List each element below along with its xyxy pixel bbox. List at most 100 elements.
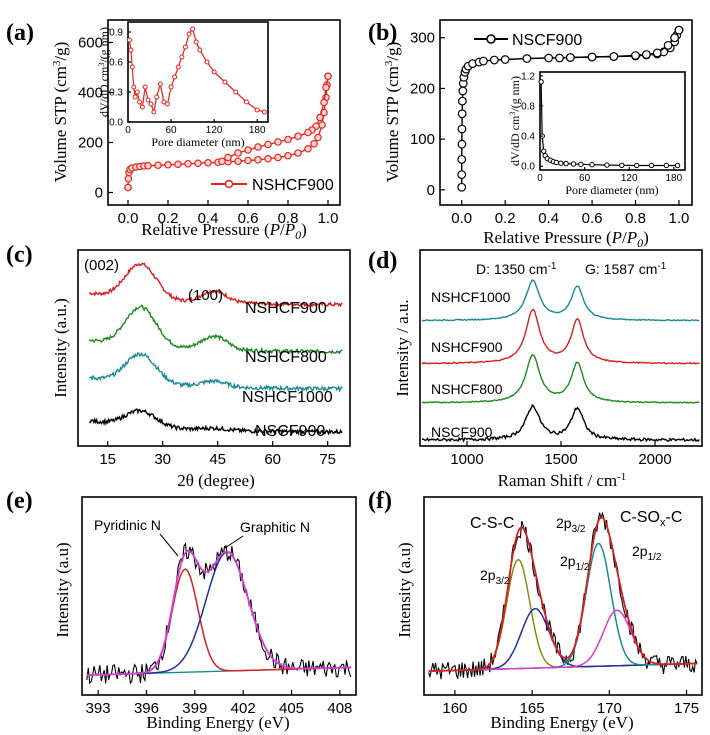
- panel-a-inset-point: [179, 54, 185, 60]
- panel-f-x-tick-label: 160: [442, 700, 467, 717]
- panel-b-inset-plot: [538, 79, 681, 169]
- panel-a-x-tick-label: 0.2: [158, 210, 179, 227]
- panel-d-x-tick-label: 1000: [450, 451, 483, 468]
- panel-a-data-point: [234, 157, 242, 166]
- panel-a-y-tick-label: 200: [78, 135, 103, 152]
- panel-a-inset-point: [168, 84, 174, 90]
- panel-c-series-labels: NSHCF900 NSHCF800 NSHCF1000 NSCF900: [242, 300, 333, 440]
- panel-c-x-ticks: 15 30 45 60 75: [99, 441, 336, 468]
- panel-b: (b) 0.0 0.2 0.4 0.6 0.8 1.0 0 100 200 300 Relati…: [368, 19, 693, 250]
- panel-f-x-label: Binding Energy (eV): [490, 713, 633, 732]
- panel-a-inset-y-tick-label: 0.6: [109, 58, 123, 69]
- panel-c: (c) 15 30 45 60 75 NSHCF900 NSHCF800 NSHCF1000…: [6, 242, 351, 490]
- panel-e-peak-component: [86, 568, 351, 676]
- panel-a-data-point: [294, 149, 302, 157]
- panel-b-inset-y-tick-label: 0.8: [521, 101, 535, 112]
- panel-d-series-nshcf900: [421, 308, 700, 365]
- panel-a-data-point: [164, 160, 172, 169]
- panel-a-inset-point: [197, 47, 203, 53]
- panel-a-inset-point: [186, 31, 192, 37]
- panel-f: (f) 160 165 170 175 C-S-C C-SOx-C 2p3/2 2p1…: [368, 488, 703, 732]
- panel-b-inset-y-tick-label: 0.4: [521, 132, 535, 143]
- panel-f-annotation-csc-2p32: 2p3/2: [480, 567, 510, 587]
- panel-d-series-nshcf800: [421, 353, 700, 404]
- panel-a-x-label: Relative Pressure (P/P0): [141, 220, 307, 242]
- panel-c-series-nshcf800: [88, 304, 343, 355]
- panel-a-data-point: [218, 157, 226, 166]
- panel-a-y-ticks: 0 200 400 600: [78, 35, 113, 202]
- panel-b-data-point: [500, 55, 510, 64]
- panel-a-data-point: [318, 121, 326, 129]
- panel-b-data-point: [544, 53, 554, 63]
- panel-a-inset-point: [193, 39, 199, 45]
- panel-b-data-point: [674, 25, 684, 35]
- panel-a-inset-point: [142, 84, 148, 90]
- panel-b-inset-point: [674, 162, 681, 169]
- panel-b-inset-x-tick-label: 120: [621, 173, 638, 184]
- panel-a-inset: 0 60 120 180 0.0 0.3 0.6 0.9 Pore diameter (nm)…: [97, 21, 269, 149]
- panel-c-annotation-100: (100): [188, 287, 223, 304]
- panel-a-data-point: [274, 153, 282, 162]
- panel-a-inset-point: [161, 99, 167, 105]
- panel-c-x-tick-label: 30: [154, 451, 171, 468]
- panel-e-x-tick-label: 396: [134, 700, 159, 717]
- panel-e-x-ticks: 393 396 399 402 405 408: [86, 690, 352, 717]
- panel-f-x-tick-label: 165: [520, 700, 545, 717]
- panel-a-inset-point: [243, 99, 249, 105]
- panel-c-series-label: NSCF900: [255, 423, 325, 440]
- panel-a-x-tick-label: 0.8: [278, 210, 299, 227]
- panel-b-legend: NSCF900: [474, 32, 582, 49]
- panel-b-x-tick-label: 0.4: [538, 210, 559, 227]
- panel-a-data-point: [264, 154, 272, 163]
- panel-a-data-point: [294, 132, 302, 141]
- panel-a-data-point: [320, 98, 328, 107]
- panel-a-inset-plot: [126, 26, 267, 115]
- panel-b-data-point: [587, 52, 597, 62]
- panel-b-data-point: [663, 40, 673, 50]
- panel-a-data-point: [314, 133, 322, 142]
- panel-a-legend-marker: [224, 179, 234, 189]
- panel-label-e: (e): [6, 488, 33, 514]
- panel-c-series-nscf900: [89, 408, 343, 436]
- panel-b-y-label: Volume STP (cm3/g): [383, 42, 402, 183]
- panel-a-inset-point: [204, 59, 210, 65]
- panel-b-inset-x-tick-label: 60: [579, 173, 591, 184]
- panel-a-x-ticks: 0.0 0.2 0.4 0.6 0.8 1.0: [118, 200, 338, 227]
- panel-d-series-label: NSHCF1000: [431, 289, 511, 305]
- panel-b-data-point: [457, 109, 467, 119]
- panel-label-f: (f): [368, 488, 392, 514]
- panel-a-data-point: [174, 160, 182, 169]
- panel-a-y-tick-label: 400: [78, 85, 103, 102]
- panel-f-annotation-csc-2p12: 2p1/2: [560, 553, 590, 573]
- panel-e-x-tick-label: 402: [231, 700, 256, 717]
- panel-a-data-point: [324, 72, 332, 81]
- panel-a-legend: NSHCF900: [211, 177, 334, 194]
- panel-a-plot: [124, 72, 332, 192]
- panel-f-x-tick-label: 175: [674, 700, 699, 717]
- panel-a-inset-point: [126, 37, 132, 43]
- panel-d-y-label: Intensity / a.u.: [393, 299, 412, 396]
- panel-a-inset-point: [211, 69, 217, 75]
- panel-b-inset-point: [558, 160, 564, 166]
- panel-a-data-point: [310, 139, 318, 148]
- panel-a-data-point: [264, 140, 272, 149]
- panel-b-inset-point: [648, 162, 655, 169]
- panel-b-inset-y-label: dV/dD cm3/(g nm): [508, 76, 522, 166]
- panel-e-frame: [81, 496, 357, 696]
- panel-d-x-tick-label: 2000: [638, 451, 671, 468]
- panel-f-plot: [428, 511, 698, 680]
- panel-e-plot: [86, 542, 352, 685]
- panel-c-frame: [77, 249, 351, 447]
- panel-c-y-label: Intensity (a.u.): [51, 298, 70, 398]
- panel-c-annotation-002: (002): [84, 257, 119, 274]
- panel-a-inset-point: [190, 26, 196, 32]
- panel-a-inset-point: [131, 84, 137, 90]
- panel-c-series-nshcf900: [89, 262, 343, 308]
- panel-b-inset: 0 60 120 180 0.0 0.4 0.8 1.2 Pore diameter (nm)…: [508, 71, 686, 197]
- panel-b-y-ticks: 0 100 200 300: [410, 30, 445, 199]
- panel-a-x-tick-label: 0.0: [118, 210, 139, 227]
- panel-e-x-tick-label: 393: [86, 700, 111, 717]
- panel-b-plot: [457, 25, 684, 192]
